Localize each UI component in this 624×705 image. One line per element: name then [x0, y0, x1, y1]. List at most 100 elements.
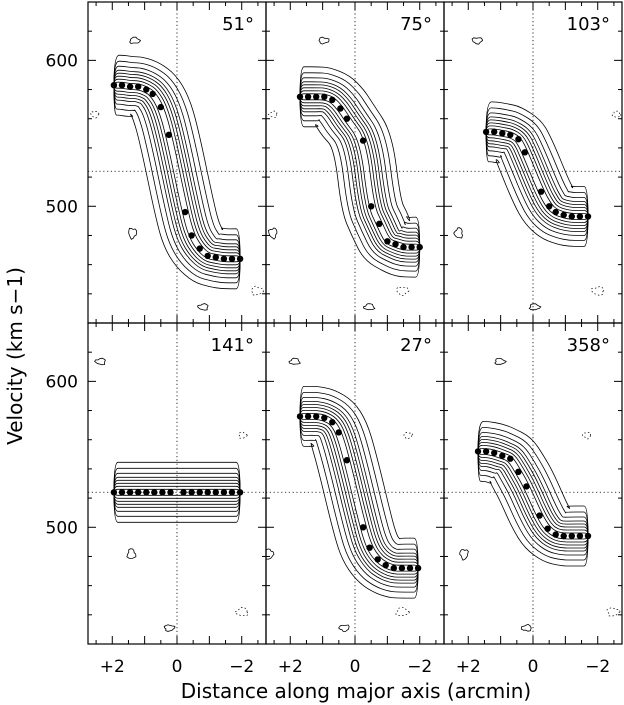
noise-contour [396, 286, 410, 296]
velocity-point [576, 532, 584, 540]
contour-level-2 [485, 125, 589, 223]
x-tick-label: 0 [528, 657, 539, 677]
contour-level-5 [113, 476, 241, 508]
contour-level-1 [299, 412, 419, 572]
velocity-point [110, 82, 118, 89]
velocity-point [523, 483, 530, 490]
velocity-point [236, 255, 244, 262]
velocity-point [515, 468, 522, 475]
noise-contour [338, 624, 350, 632]
velocity-point [515, 136, 522, 143]
x-tick-label: −2 [585, 657, 610, 677]
velocity-point [296, 413, 304, 420]
x-tick-label: 0 [350, 657, 361, 677]
velocity-point [321, 414, 328, 421]
velocity-point [321, 93, 328, 101]
noise-contour [471, 37, 484, 45]
noise-contour [520, 623, 532, 632]
velocity-point [552, 531, 559, 538]
contour-level-6 [485, 112, 589, 236]
contour-level-2 [299, 90, 421, 254]
panel-label: 27° [400, 335, 432, 356]
x-tick-label: +2 [100, 657, 125, 677]
contour-level-7 [113, 467, 241, 517]
velocity-point [406, 564, 414, 572]
velocity-point [143, 489, 150, 496]
velocity-point [499, 130, 506, 137]
contour-level-8 [113, 54, 241, 290]
contour-group [94, 357, 250, 632]
velocity-point [584, 213, 592, 220]
velocity-point [110, 489, 118, 496]
velocity-point [135, 83, 142, 90]
velocity-point [521, 149, 529, 156]
velocity-point [196, 489, 203, 496]
velocity-point [126, 83, 134, 90]
velocity-point [337, 105, 344, 112]
contour-level-3 [477, 441, 589, 546]
panel-label: 358° [567, 335, 610, 356]
panel-label: 103° [567, 14, 610, 35]
velocity-point [390, 564, 397, 572]
x-axis-label: Distance along major axis (arcmin) [181, 679, 531, 703]
contour-level-4 [485, 119, 589, 229]
noise-contour [395, 607, 410, 616]
velocity-point [507, 131, 514, 138]
contour-level-7 [299, 72, 421, 272]
contour-level-3 [113, 75, 241, 269]
velocity-point [408, 243, 415, 251]
contour-level-4 [299, 403, 419, 581]
noise-contour [129, 36, 142, 44]
noise-contour [591, 286, 605, 296]
x-tick-label: 0 [172, 657, 183, 677]
velocity-point [135, 489, 142, 496]
noise-contour [238, 431, 249, 439]
contour-level-3 [485, 122, 589, 226]
noise-contour [267, 110, 278, 118]
contour-level-3 [299, 87, 421, 257]
velocity-point [552, 208, 559, 216]
noise-contour [89, 111, 100, 119]
panel-1: 51° [87, 1, 267, 324]
velocity-point [474, 448, 482, 455]
velocity-point [507, 455, 514, 462]
contour-level-5 [299, 81, 421, 263]
velocity-point [220, 489, 228, 496]
contour-level-6 [113, 65, 241, 279]
velocity-point [584, 532, 592, 540]
velocity-point [212, 254, 219, 261]
velocity-point [560, 211, 567, 219]
noise-contour [197, 303, 209, 311]
velocity-point [228, 255, 236, 262]
velocity-point [313, 93, 320, 101]
velocity-point [157, 103, 164, 111]
velocity-point [167, 489, 174, 496]
noise-contour [582, 432, 591, 440]
contour-level-5 [477, 435, 589, 552]
contour-level-8 [485, 101, 589, 247]
panel-label: 51° [222, 14, 254, 35]
velocity-point [544, 525, 551, 532]
velocity-point [236, 489, 244, 496]
velocity-point [228, 489, 236, 496]
contour-level-4 [113, 72, 241, 272]
velocity-point [536, 512, 543, 519]
contour-level-5 [485, 116, 589, 232]
contour-group [266, 357, 419, 632]
velocity-point [335, 429, 342, 436]
noise-contour [403, 431, 414, 440]
velocity-point [343, 115, 351, 122]
velocity-point [400, 243, 407, 251]
noise-contour [453, 227, 463, 239]
contour-level-5 [113, 69, 241, 275]
panel-label: 75° [400, 14, 432, 35]
contour-level-8 [299, 66, 421, 278]
contour-group [89, 36, 264, 311]
velocity-point [118, 489, 126, 496]
velocity-point [376, 220, 383, 227]
noise-contour [459, 549, 469, 561]
noise-contour [94, 357, 106, 366]
noise-contour [234, 607, 250, 616]
panel-2: 75° [265, 1, 445, 324]
y-tick-label: 600 [46, 51, 78, 71]
